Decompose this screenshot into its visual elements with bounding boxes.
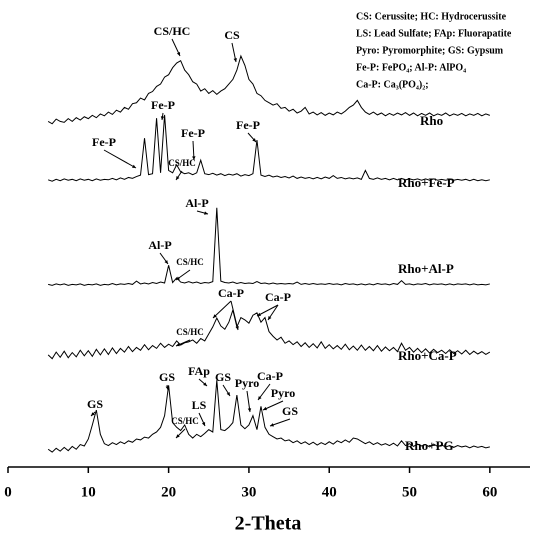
peak-annotation: CS — [224, 28, 240, 42]
arrow-head — [263, 406, 267, 411]
peak-annotation: GS — [159, 370, 175, 384]
legend-line: Pyro: Pyromorphite; GS: Gypsum — [356, 45, 504, 56]
arrow-head — [268, 316, 272, 320]
peak-annotation: Fe-P — [92, 135, 116, 149]
x-tick-label: 20 — [161, 484, 176, 500]
arrow-head — [270, 423, 274, 427]
arrow-head — [201, 422, 206, 426]
peak-annotation: GS — [215, 370, 231, 384]
arrow-head — [164, 260, 168, 264]
peak-annotation: GS — [87, 397, 103, 411]
arrow-head — [91, 412, 95, 416]
x-tick-label: 50 — [402, 484, 417, 500]
peak-annotation: Pyro — [271, 386, 295, 400]
x-tick-label: 40 — [322, 484, 337, 500]
peak-annotation: Fe-P — [181, 126, 205, 140]
x-tick-label: 60 — [482, 484, 497, 500]
peak-annotation: CS/HC — [154, 24, 191, 38]
series-label: Rho+Fe-P — [398, 175, 455, 190]
arrow-head — [176, 176, 180, 180]
legend-line: CS: Cerussite; HC: Hydrocerussite — [356, 11, 507, 22]
arrow-head — [192, 156, 196, 160]
xrd-pattern — [47, 308, 491, 360]
arrow-head — [247, 408, 252, 412]
peak-annotation: CS/HC — [171, 416, 199, 426]
peak-annotation: Fe-P — [151, 98, 175, 112]
x-tick-label: 10 — [81, 484, 96, 500]
arrow-head — [160, 116, 165, 120]
arrow-head — [203, 382, 207, 386]
x-tick-label: 0 — [4, 484, 12, 500]
xrd-pattern — [47, 380, 490, 453]
arrow-head — [165, 386, 169, 390]
arrow-head — [257, 312, 261, 316]
annotation-arrow — [230, 300, 239, 331]
legend-line: Ca-P: Ca₃(PO₄)₂; — [356, 79, 429, 90]
peak-annotation: Al-P — [185, 196, 208, 210]
peak-annotation: Pyro — [235, 376, 259, 390]
peak-annotation: FAp — [188, 364, 210, 378]
arrow-head — [235, 326, 239, 330]
series-label: Rho+PG — [405, 438, 454, 453]
peak-annotation: Fe-P — [236, 118, 260, 132]
peak-annotation: Ca-P — [265, 290, 291, 304]
arrow-head — [176, 276, 180, 280]
peak-annotation: GS — [282, 404, 298, 418]
legend-line: LS: Lead Sulfate; FAp: Fluorapatite — [356, 28, 512, 39]
peak-annotation: LS — [192, 398, 207, 412]
x-axis-title: 2-Theta — [235, 513, 302, 535]
xrd-pattern — [47, 114, 490, 182]
annotation-arrow — [256, 304, 279, 317]
legend-line: Fe-P: FePO₄; Al-P: AlPO₄ — [356, 62, 466, 73]
peak-annotation: Al-P — [148, 238, 171, 252]
peak-annotation: CS/HC — [176, 257, 204, 267]
series-label: Rho+Al-P — [398, 261, 454, 276]
arrow-head — [176, 52, 181, 56]
xrd-pattern — [48, 207, 490, 286]
series-label: Rho+Ca-P — [398, 348, 457, 363]
annotation-arrow — [103, 149, 137, 169]
peak-annotation: CS/HC — [176, 327, 204, 337]
arrow-head — [176, 434, 180, 438]
peak-annotation: Ca-P — [257, 369, 283, 383]
series-label: Rho — [420, 113, 443, 128]
arrow-head — [252, 138, 256, 142]
arrow-head — [233, 58, 237, 62]
arrow-head — [213, 314, 217, 318]
arrow-head — [226, 392, 230, 396]
arrow-head — [176, 342, 180, 347]
peak-annotation: CS/HC — [168, 158, 196, 168]
arrow-head — [258, 396, 262, 400]
annotation-arrow — [262, 400, 284, 411]
peak-annotation: Ca-P — [218, 286, 244, 300]
xrd-pattern — [47, 54, 491, 125]
arrow-head — [204, 211, 208, 215]
arrow-head — [132, 164, 136, 168]
x-tick-label: 30 — [241, 484, 256, 500]
annotation-arrow — [212, 300, 232, 319]
